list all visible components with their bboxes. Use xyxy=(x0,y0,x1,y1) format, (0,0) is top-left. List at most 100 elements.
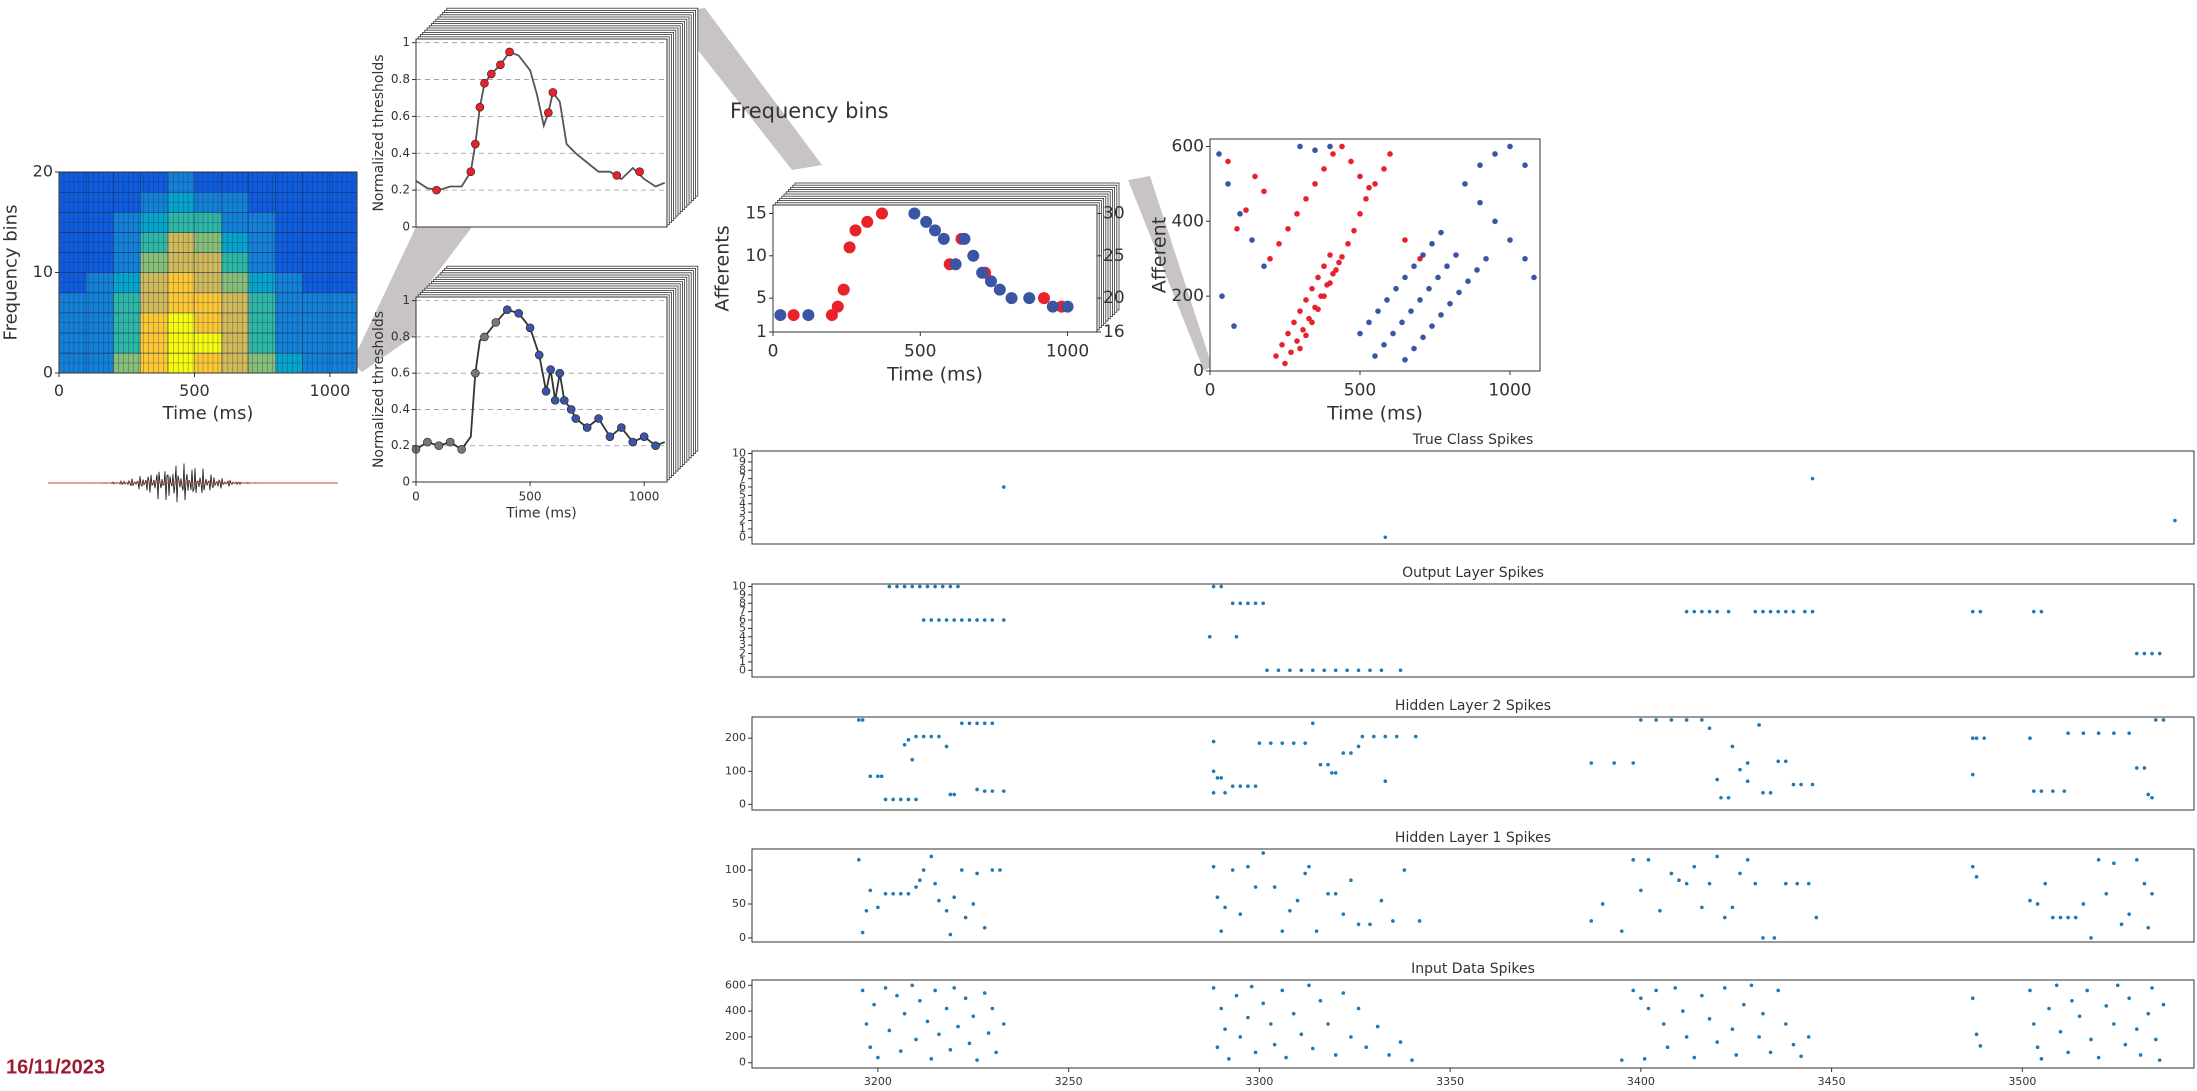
marker xyxy=(1746,761,1750,765)
marker xyxy=(1349,878,1353,882)
marker xyxy=(1357,331,1363,337)
marker xyxy=(1734,1053,1738,1057)
marker xyxy=(1212,740,1216,744)
y2-tick-label: 30 xyxy=(1103,203,1125,223)
marker xyxy=(876,1056,880,1060)
marker xyxy=(1410,1058,1414,1062)
marker xyxy=(572,415,580,423)
marker xyxy=(1349,1035,1353,1039)
marker xyxy=(1462,181,1468,187)
marker xyxy=(476,103,484,111)
y-tick-label: 15 xyxy=(745,203,767,223)
marker xyxy=(1375,308,1381,314)
marker xyxy=(1971,773,1975,777)
chart-title: Hidden Layer 1 Spikes xyxy=(1395,830,1551,846)
marker xyxy=(1620,1058,1624,1062)
marker xyxy=(2112,861,2116,865)
marker xyxy=(952,618,956,622)
marker xyxy=(2085,989,2089,993)
marker xyxy=(950,258,962,270)
marker xyxy=(1784,760,1788,764)
marker xyxy=(1294,338,1300,344)
chart: 0500100001020Time (ms)Frequency bins xyxy=(0,162,357,424)
marker xyxy=(952,895,956,899)
marker xyxy=(1971,865,1975,869)
marker xyxy=(2059,1030,2063,1034)
marker xyxy=(1273,353,1279,359)
marker xyxy=(1238,1035,1242,1039)
marker xyxy=(938,233,950,245)
marker xyxy=(1208,635,1212,639)
marker xyxy=(613,171,621,179)
marker xyxy=(975,872,979,876)
marker xyxy=(861,718,865,722)
marker xyxy=(423,438,431,446)
marker xyxy=(1319,763,1323,767)
marker xyxy=(567,405,575,413)
marker xyxy=(1309,286,1315,292)
marker xyxy=(526,324,534,332)
marker xyxy=(487,70,495,78)
chart-title: Hidden Layer 2 Spikes xyxy=(1395,698,1551,714)
marker xyxy=(2135,766,2139,770)
marker xyxy=(1418,919,1422,923)
marker xyxy=(1238,912,1242,916)
marker xyxy=(903,1012,907,1016)
marker xyxy=(2078,1014,2082,1018)
marker xyxy=(1420,335,1426,341)
marker xyxy=(1321,293,1327,299)
marker xyxy=(1334,1053,1338,1057)
marker xyxy=(964,916,968,920)
marker xyxy=(1681,1009,1685,1013)
x-tick-label: 3500 xyxy=(2008,1075,2036,1088)
x-axis-label: Time (ms) xyxy=(505,506,577,522)
marker xyxy=(991,721,995,725)
marker xyxy=(640,433,648,441)
marker xyxy=(983,991,987,995)
marker xyxy=(949,933,953,937)
marker xyxy=(1372,181,1378,187)
marker xyxy=(1769,1051,1773,1055)
marker xyxy=(1303,741,1307,745)
y-tick-label: 0 xyxy=(739,797,746,810)
marker xyxy=(2040,610,2044,614)
x-tick-label: 0 xyxy=(412,489,420,503)
marker xyxy=(1727,796,1731,800)
marker xyxy=(1601,902,1605,906)
marker xyxy=(2032,610,2036,614)
marker xyxy=(1219,776,1223,780)
marker xyxy=(1321,263,1327,269)
marker xyxy=(1395,735,1399,739)
x-tick-label: 1000 xyxy=(310,381,351,400)
marker xyxy=(994,284,1006,296)
marker xyxy=(895,994,899,998)
marker xyxy=(1330,771,1334,775)
chart: 050100Hidden Layer 1 Spikes xyxy=(725,830,2194,944)
marker xyxy=(1216,895,1220,899)
marker xyxy=(975,721,979,725)
marker xyxy=(1784,1022,1788,1026)
y-tick-label: 0 xyxy=(739,931,746,944)
marker xyxy=(2032,789,2036,793)
marker xyxy=(1631,858,1635,862)
marker xyxy=(1212,865,1216,869)
marker xyxy=(899,1049,903,1053)
marker xyxy=(1658,909,1662,913)
marker xyxy=(1417,297,1423,303)
marker xyxy=(907,798,911,802)
marker xyxy=(949,585,953,589)
marker xyxy=(922,868,926,872)
marker xyxy=(2051,789,2055,793)
marker xyxy=(1746,858,1750,862)
marker xyxy=(1643,1057,1647,1061)
marker xyxy=(471,369,479,377)
marker xyxy=(929,1057,933,1061)
y-tick-label: 400 xyxy=(725,1004,746,1017)
chart: 00.20.40.60.81Normalized thresholds xyxy=(371,35,667,233)
marker xyxy=(1522,256,1528,262)
marker xyxy=(1006,292,1018,304)
marker xyxy=(506,48,514,56)
marker xyxy=(958,233,970,245)
marker xyxy=(872,1003,876,1007)
marker xyxy=(1327,144,1333,150)
